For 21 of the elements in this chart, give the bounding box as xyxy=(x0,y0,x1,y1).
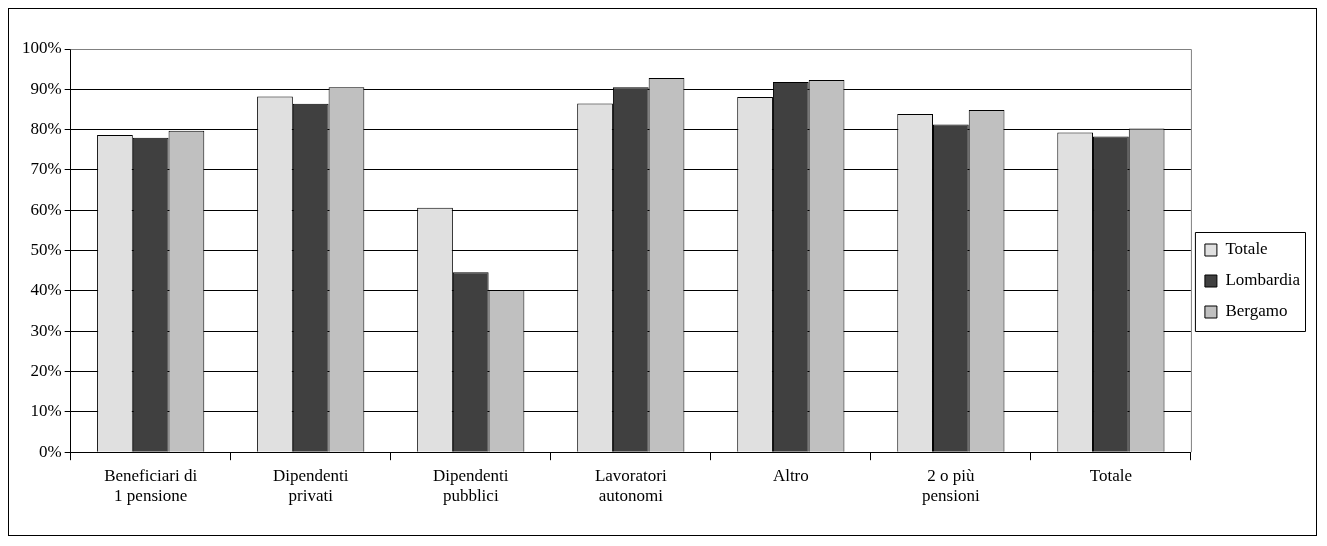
x-tick-label: Dipendenti privati xyxy=(272,465,349,506)
x-tick-label: Totale xyxy=(1089,465,1133,485)
legend-label: Bergamo xyxy=(1225,301,1288,321)
y-tick-label: 60% xyxy=(30,199,62,219)
y-tick-label: 50% xyxy=(30,240,62,260)
y-tick-label: 40% xyxy=(30,280,62,300)
y-tick-label: 70% xyxy=(30,159,62,179)
y-tick-label: 90% xyxy=(30,78,62,98)
y-tick-label: 10% xyxy=(30,401,62,421)
legend-label: Totale xyxy=(1225,239,1268,259)
x-tick-label: Lavoratori autonomi xyxy=(594,465,667,506)
y-tick-label: 80% xyxy=(30,119,62,139)
y-tick-label: 30% xyxy=(30,320,62,340)
x-tick-label: 2 o più pensioni xyxy=(922,465,980,506)
x-tick-label: Dipendenti pubblici xyxy=(432,465,509,506)
legend-label: Lombardia xyxy=(1225,270,1301,290)
y-tick-label: 100% xyxy=(21,38,62,58)
x-tick-label: Beneficiari di 1 pensione xyxy=(104,465,198,506)
y-tick-label: 0% xyxy=(38,441,62,461)
y-tick-label: 20% xyxy=(30,361,62,381)
x-tick-label: Altro xyxy=(772,465,809,485)
